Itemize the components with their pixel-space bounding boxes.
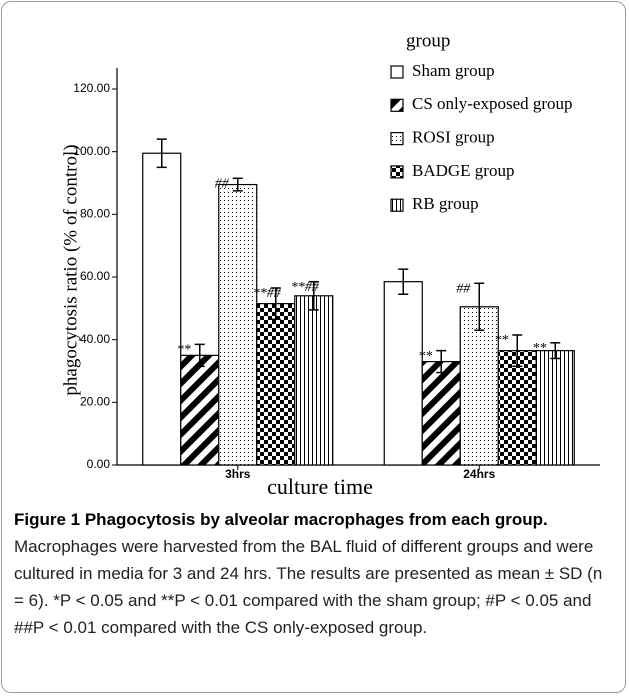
error-bar xyxy=(512,334,523,368)
legend-title: group xyxy=(406,30,450,51)
error-bar xyxy=(270,287,281,321)
legend-label: RB group xyxy=(412,194,479,213)
bar xyxy=(383,281,423,466)
error-bar xyxy=(550,342,561,360)
significance-label: ** xyxy=(418,349,432,364)
legend-swatch xyxy=(390,65,404,79)
bar xyxy=(294,295,334,466)
bar xyxy=(535,350,575,466)
caption-text: Macrophages were harvested from the BAL … xyxy=(14,537,603,637)
significance-label: **## xyxy=(291,280,320,295)
bar xyxy=(421,361,461,466)
legend-label: Sham group xyxy=(412,61,495,80)
x-axis-label: culture time xyxy=(267,474,373,499)
caption: Figure 1 Phagocytosis by alveolar macrop… xyxy=(14,506,614,641)
error-bar xyxy=(156,138,167,169)
legend-label: ROSI group xyxy=(412,128,495,147)
bar xyxy=(256,303,296,466)
y-tick-label: 0.00 xyxy=(87,457,111,471)
significance-label: ## xyxy=(215,177,230,192)
error-bar xyxy=(474,282,485,332)
bar xyxy=(497,350,537,466)
significance-label: ** xyxy=(532,341,546,356)
legend-swatch xyxy=(390,132,404,146)
y-tick-label: 60.00 xyxy=(80,269,110,283)
error-bar xyxy=(194,343,205,368)
bar xyxy=(142,152,182,466)
y-tick-label: 80.00 xyxy=(80,207,110,221)
y-tick-label: 20.00 xyxy=(80,395,110,409)
bar xyxy=(459,306,499,466)
error-bar xyxy=(308,280,319,311)
y-tick-label: 100.00 xyxy=(73,144,110,158)
x-tick-label: 3hrs xyxy=(225,467,251,481)
significance-label: ** xyxy=(494,333,508,348)
legend-label: BADGE group xyxy=(412,161,514,180)
bar xyxy=(218,183,258,466)
x-tick-label: 24hrs xyxy=(463,467,495,481)
caption-title: Figure 1 Phagocytosis by alveolar macrop… xyxy=(14,510,548,529)
error-bar xyxy=(232,177,243,192)
y-axis-label: phagocytosis ratio (% of control) xyxy=(60,144,81,395)
error-bar xyxy=(398,268,409,295)
error-bar xyxy=(436,349,447,374)
significance-label: ## xyxy=(456,281,471,296)
y-tick-label: 40.00 xyxy=(80,332,110,346)
significance-label: ** xyxy=(177,343,191,358)
y-tick-label: 120.00 xyxy=(73,81,110,95)
legend-swatch xyxy=(390,165,404,179)
legend-label: CS only-exposed group xyxy=(412,94,573,113)
bar xyxy=(180,354,220,466)
legend-swatch xyxy=(390,98,404,112)
chart: phagocytosis ratio (% of control) cultur… xyxy=(60,30,600,499)
significance-label: **## xyxy=(253,286,282,301)
legend-swatch xyxy=(390,198,404,212)
